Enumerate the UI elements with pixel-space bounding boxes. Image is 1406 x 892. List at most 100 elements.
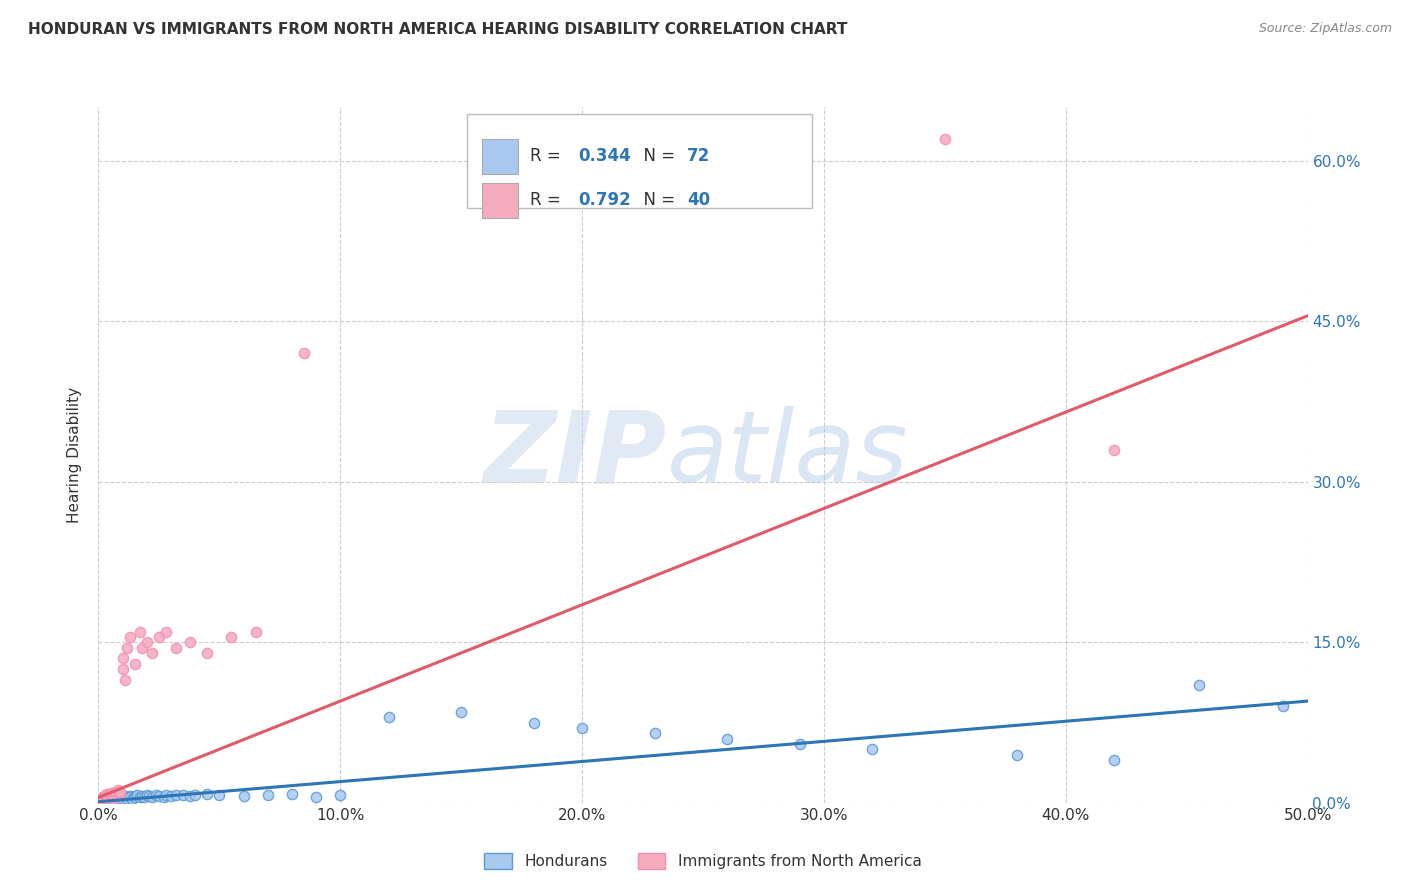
Text: ZIP: ZIP — [484, 407, 666, 503]
Point — [111, 791, 134, 805]
Point — [111, 651, 134, 665]
Text: 40: 40 — [688, 192, 710, 210]
Text: 72: 72 — [688, 147, 710, 165]
Text: 0.792: 0.792 — [578, 192, 631, 210]
Point — [195, 646, 218, 660]
Point — [107, 783, 129, 797]
Point — [101, 790, 124, 805]
Point — [100, 794, 122, 808]
Point — [860, 742, 883, 756]
Point — [1007, 747, 1029, 762]
Point — [221, 630, 243, 644]
Text: atlas: atlas — [666, 407, 908, 503]
Point — [134, 790, 156, 805]
Point — [1102, 753, 1125, 767]
Point — [108, 787, 131, 801]
Point — [281, 787, 304, 801]
Point — [789, 737, 811, 751]
Point — [124, 657, 146, 671]
Point — [107, 792, 129, 806]
Point — [108, 791, 131, 805]
Point — [90, 794, 112, 808]
Point — [165, 789, 187, 803]
Point — [101, 794, 124, 808]
Point — [91, 792, 114, 806]
Point — [108, 785, 131, 799]
Point — [107, 789, 129, 804]
Point — [305, 790, 328, 805]
Point — [94, 792, 117, 806]
Point — [100, 791, 122, 805]
Point — [94, 794, 117, 808]
Point — [94, 791, 117, 805]
Point — [91, 795, 114, 809]
Point — [141, 790, 163, 805]
Bar — [482, 183, 517, 218]
Point — [94, 789, 117, 804]
Point — [104, 787, 127, 801]
Point — [100, 786, 122, 800]
Point — [107, 791, 129, 805]
Point — [172, 789, 194, 803]
Text: Source: ZipAtlas.com: Source: ZipAtlas.com — [1258, 22, 1392, 36]
Point — [127, 789, 149, 803]
Point — [101, 789, 124, 803]
Point — [329, 789, 352, 803]
Point — [117, 790, 139, 805]
Point — [100, 792, 122, 806]
Point — [100, 789, 122, 804]
Point — [124, 789, 146, 804]
Point — [131, 789, 153, 804]
Point — [91, 790, 114, 805]
Point — [138, 789, 160, 804]
Point — [97, 792, 120, 806]
Point — [1102, 442, 1125, 457]
Point — [118, 630, 141, 644]
Point — [90, 794, 112, 808]
Point — [208, 789, 231, 803]
Point — [160, 789, 183, 804]
Point — [124, 790, 146, 805]
Point — [644, 726, 666, 740]
Text: N =: N = — [633, 147, 681, 165]
Point — [97, 792, 120, 806]
Text: HONDURAN VS IMMIGRANTS FROM NORTH AMERICA HEARING DISABILITY CORRELATION CHART: HONDURAN VS IMMIGRANTS FROM NORTH AMERIC… — [28, 22, 848, 37]
Bar — [482, 139, 517, 174]
Point — [97, 791, 120, 805]
FancyBboxPatch shape — [467, 114, 811, 208]
Point — [131, 640, 153, 655]
Point — [117, 791, 139, 805]
Point — [94, 787, 117, 801]
Point — [118, 789, 141, 804]
Text: 0.344: 0.344 — [578, 147, 631, 165]
Point — [179, 635, 201, 649]
Point — [128, 624, 150, 639]
Point — [571, 721, 593, 735]
Point — [148, 630, 170, 644]
Point — [97, 794, 120, 808]
Point — [94, 791, 117, 805]
Point — [232, 789, 254, 804]
Point — [179, 789, 201, 804]
Point — [128, 790, 150, 805]
Text: N =: N = — [633, 192, 681, 210]
Point — [97, 789, 120, 803]
Point — [377, 710, 399, 724]
Point — [1188, 678, 1211, 692]
Point — [104, 792, 127, 806]
Y-axis label: Hearing Disability: Hearing Disability — [67, 387, 83, 523]
Point — [101, 792, 124, 806]
Point — [148, 789, 170, 804]
Point — [114, 789, 136, 804]
Point — [114, 673, 136, 687]
Point — [184, 789, 207, 803]
Point — [121, 791, 143, 805]
Point — [135, 635, 157, 649]
Point — [155, 789, 177, 803]
Point — [118, 790, 141, 805]
Point — [107, 790, 129, 805]
Point — [292, 346, 315, 360]
Point — [716, 731, 738, 746]
Point — [135, 789, 157, 803]
Point — [111, 662, 134, 676]
